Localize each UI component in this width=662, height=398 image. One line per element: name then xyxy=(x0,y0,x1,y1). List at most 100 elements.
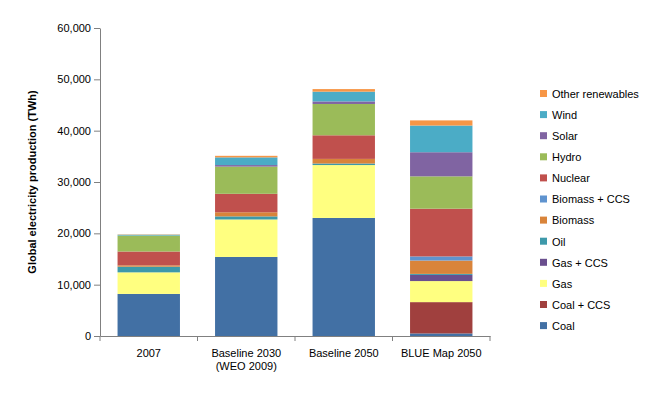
bar-segment xyxy=(313,89,375,92)
legend-swatch xyxy=(540,259,547,266)
series xyxy=(118,89,473,235)
bar-segment xyxy=(313,159,375,164)
legend-label: Wind xyxy=(552,109,577,121)
tick: 60,000 xyxy=(57,22,100,34)
series xyxy=(410,302,472,333)
bar-segment xyxy=(313,92,375,102)
tick-label: 60,000 xyxy=(57,22,91,34)
tick: BLUE Map 2050 xyxy=(401,336,482,359)
bar-segment xyxy=(118,265,180,266)
legend-swatch xyxy=(540,238,547,245)
series xyxy=(410,256,472,260)
tick-label: BLUE Map 2050 xyxy=(401,347,482,359)
bar-segment xyxy=(313,218,375,336)
legend-swatch xyxy=(540,174,547,181)
legend: Other renewablesWindSolarHydroNuclearBio… xyxy=(540,88,639,332)
tick-label: 2007 xyxy=(137,347,161,359)
bar-segment xyxy=(410,333,472,336)
tick: 10,000 xyxy=(57,279,100,291)
bar-segment xyxy=(410,256,472,260)
bar-segment xyxy=(313,164,375,166)
series xyxy=(118,164,473,275)
bar-segment xyxy=(410,176,472,208)
tick-label: Baseline 2030(WEO 2009) xyxy=(211,347,281,372)
x-axis: 2007Baseline 2030(WEO 2009)Baseline 2050… xyxy=(100,336,491,372)
tick: 30,000 xyxy=(57,176,100,188)
legend-swatch xyxy=(540,153,547,160)
legend-label: Gas xyxy=(552,278,573,290)
tick: 0 xyxy=(85,330,100,342)
bar-segment xyxy=(215,219,277,256)
bar-segment xyxy=(215,257,277,336)
legend-swatch xyxy=(540,90,547,97)
tick: Baseline 2030(WEO 2009) xyxy=(211,336,281,372)
bar-segment xyxy=(410,120,472,125)
bar-segment xyxy=(215,167,277,194)
legend-item: Solar xyxy=(540,130,578,142)
bar-segment xyxy=(118,272,180,294)
tick-label: 30,000 xyxy=(57,176,91,188)
legend-swatch xyxy=(540,280,547,287)
tick-mark xyxy=(94,28,100,29)
legend-label: Nuclear xyxy=(552,172,590,184)
bar-segment xyxy=(313,135,375,159)
tick-mark xyxy=(94,233,100,234)
series xyxy=(118,101,473,235)
bar-segment xyxy=(215,156,277,158)
legend-item: Gas xyxy=(540,278,573,290)
legend-item: Wind xyxy=(540,109,577,121)
category-separator xyxy=(100,336,101,341)
bar-segment xyxy=(410,261,472,274)
legend-label: Biomass + CCS xyxy=(552,193,630,205)
tick: 20,000 xyxy=(57,227,100,239)
bars xyxy=(118,89,473,336)
series xyxy=(118,135,473,265)
tick-mark xyxy=(94,285,100,286)
legend-label: Biomass xyxy=(552,214,595,226)
tick-mark xyxy=(94,131,100,132)
bar-segment xyxy=(118,234,180,235)
legend-item: Coal + CCS xyxy=(540,299,610,311)
legend-label: Oil xyxy=(552,236,565,248)
category-separator xyxy=(295,336,296,341)
axis-line xyxy=(100,29,101,337)
legend-swatch xyxy=(540,111,547,118)
tick: 50,000 xyxy=(57,73,100,85)
bar-segment xyxy=(313,101,375,104)
legend-swatch xyxy=(540,301,547,308)
tick-label: 0 xyxy=(85,330,91,342)
y-axis-title: Global electricity production (TWh) xyxy=(26,90,38,274)
bar-segment xyxy=(215,194,277,212)
bar-segment xyxy=(215,165,277,167)
bar-segment xyxy=(215,216,277,219)
legend-item: Biomass xyxy=(540,214,595,226)
legend-label: Solar xyxy=(552,130,578,142)
chart: 0 10,000 20,000 30,000 40,000 50,000 60,000 200… xyxy=(0,0,662,398)
bar-segment xyxy=(410,302,472,333)
tick: 40,000 xyxy=(57,125,100,137)
bar-segment xyxy=(118,267,180,273)
legend-item: Other renewables xyxy=(540,88,639,100)
bar-segment xyxy=(410,126,472,153)
bar-segment xyxy=(410,152,472,176)
series xyxy=(118,165,473,302)
bar-segment xyxy=(215,157,277,165)
bar-segment xyxy=(410,281,472,302)
bar-segment xyxy=(118,236,180,252)
tick-mark xyxy=(94,336,100,337)
series xyxy=(410,275,472,281)
bar-segment xyxy=(410,274,472,275)
tick-label: 10,000 xyxy=(57,279,91,291)
bar-segment xyxy=(215,212,277,216)
category-separator xyxy=(197,336,198,341)
series xyxy=(118,92,473,236)
legend-swatch xyxy=(540,196,547,203)
legend-item: Oil xyxy=(540,236,565,248)
category-separator xyxy=(392,336,393,341)
bar-segment xyxy=(118,294,180,336)
category-separator xyxy=(490,336,491,341)
legend-swatch xyxy=(540,322,547,329)
legend-label: Gas + CCS xyxy=(552,257,608,269)
plot: 0 10,000 20,000 30,000 40,000 50,000 60,000 200… xyxy=(57,22,490,372)
y-axis: 0 10,000 20,000 30,000 40,000 50,000 60,000 xyxy=(57,22,100,342)
